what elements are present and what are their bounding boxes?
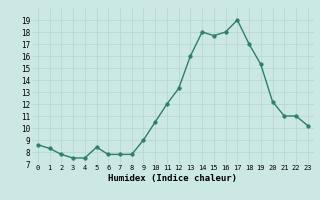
X-axis label: Humidex (Indice chaleur): Humidex (Indice chaleur) bbox=[108, 174, 237, 183]
